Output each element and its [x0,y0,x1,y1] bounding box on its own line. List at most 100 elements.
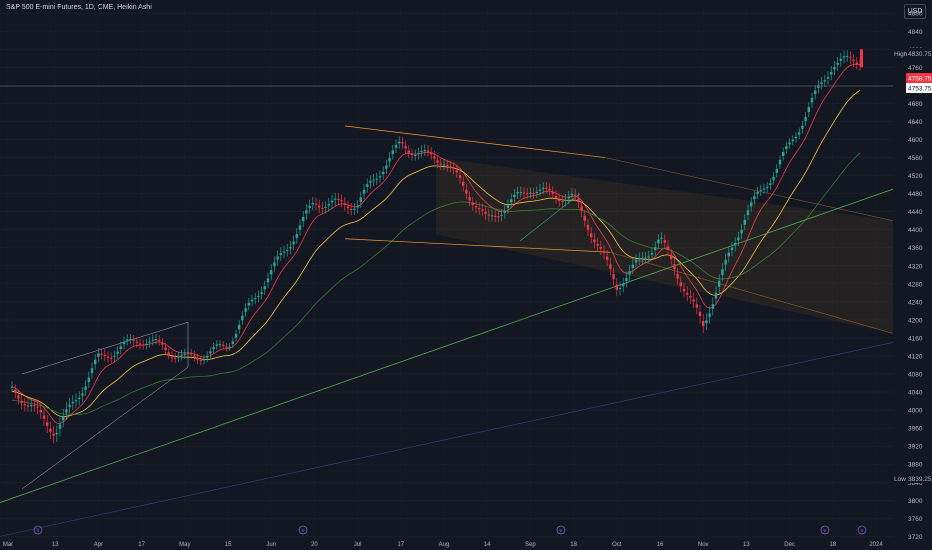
x-tick-17: 17 [138,542,145,548]
candle-body [478,208,481,210]
candle-body [177,356,180,358]
candle-body [545,187,548,189]
candle-body [778,159,782,165]
candle-body [244,308,247,312]
candle-body [407,150,410,153]
y-tick-4760: 4760 [908,65,923,72]
candle-body [654,247,657,250]
candle-body [359,197,362,202]
candle-body [84,386,87,390]
ema-fast-line [11,63,861,425]
candle-body [388,157,391,162]
candle-body [586,225,590,230]
candle-body [609,264,612,269]
candle-body [471,202,474,206]
candle-body [279,253,282,255]
y-tick-4840: 4840 [908,29,923,36]
price-tag-top-bg [906,73,932,83]
event-icon[interactable]: e [298,525,308,535]
x-tick-14: 14 [484,542,491,548]
high-value: 4830.75 [908,51,932,58]
candle-body [734,243,737,246]
candle-body [436,160,439,163]
candle-body [145,343,148,345]
channel-upper-ext [604,157,894,221]
candle-body [65,409,68,413]
candle-body [510,199,513,203]
y-tick-4640: 4640 [908,119,923,126]
candle-body [583,215,586,221]
candle-body [522,192,526,194]
candle-body [817,85,820,88]
candle-body [730,247,734,251]
candle-body [670,254,673,260]
candle-body [554,195,558,198]
x-tick-16: 16 [657,542,664,548]
candle-body [769,183,772,185]
candle-body [446,165,449,167]
candle-body [641,257,644,259]
candle-body [823,80,826,82]
event-icon[interactable]: e [33,525,43,535]
candle-body [87,377,90,383]
candle-body [250,299,254,302]
y-tick-4800: 4800 [908,47,923,54]
candle-body [327,204,330,206]
candle-body [337,198,340,200]
candle-body [826,77,830,79]
event-letter: e [861,528,864,534]
candle-body [644,257,647,259]
event-icon[interactable]: e [556,525,566,535]
price-axis[interactable]: 3720 3760 3800 3840 3880 3920 3960 4000 4040 4080… [908,11,923,541]
x-tick-mar: Mar [3,542,13,548]
x-tick-jul: Jul [354,542,362,548]
candle-body [420,150,423,153]
candle-body [842,56,846,58]
event-icon[interactable]: e [857,525,867,535]
x-tick-dec: Dec [784,542,795,548]
candle-body [218,344,222,346]
candle-body [660,237,663,239]
candle-body [238,324,241,330]
x-tick-sep: Sep [525,542,536,548]
candle-body [679,282,682,287]
candle-body [567,196,570,199]
candle-body [718,280,721,287]
currency-button[interactable]: USD [904,4,926,19]
channel-fill [436,157,893,334]
candle-body [209,351,212,354]
candle-body [314,203,318,205]
candle-body [468,197,471,201]
candle-body [164,347,167,351]
candle-body [394,144,398,148]
candle-body [334,198,337,200]
candle-body [682,288,686,292]
candle-body [234,333,238,338]
candle-body [270,270,273,275]
event-icon[interactable]: e [820,525,830,535]
candle-body [103,354,106,356]
time-axis[interactable]: Mar 13 Apr 17 May 15 Jun 20 Jul 17 Aug 14 Sep 18 Oct 16… [3,542,884,548]
candle-body [202,359,206,361]
event-circle [857,525,867,535]
candle-body [628,271,631,275]
candle-body [529,192,532,194]
event-letter: e [37,528,40,534]
candle-body [622,284,625,287]
candle-body [94,359,97,365]
low-tag-bg [893,473,932,483]
candle-body [638,258,641,260]
candle-body [199,360,202,362]
candle-body [673,264,676,270]
candle-body [154,338,158,340]
candle-body [132,339,135,341]
x-tick-18: 18 [570,542,577,548]
candle-body [148,341,151,343]
candle-body [500,214,503,216]
candle-body [519,191,522,193]
y-tick-3720: 3720 [908,534,923,541]
event-letter: e [302,528,305,534]
candle-body [74,400,78,402]
